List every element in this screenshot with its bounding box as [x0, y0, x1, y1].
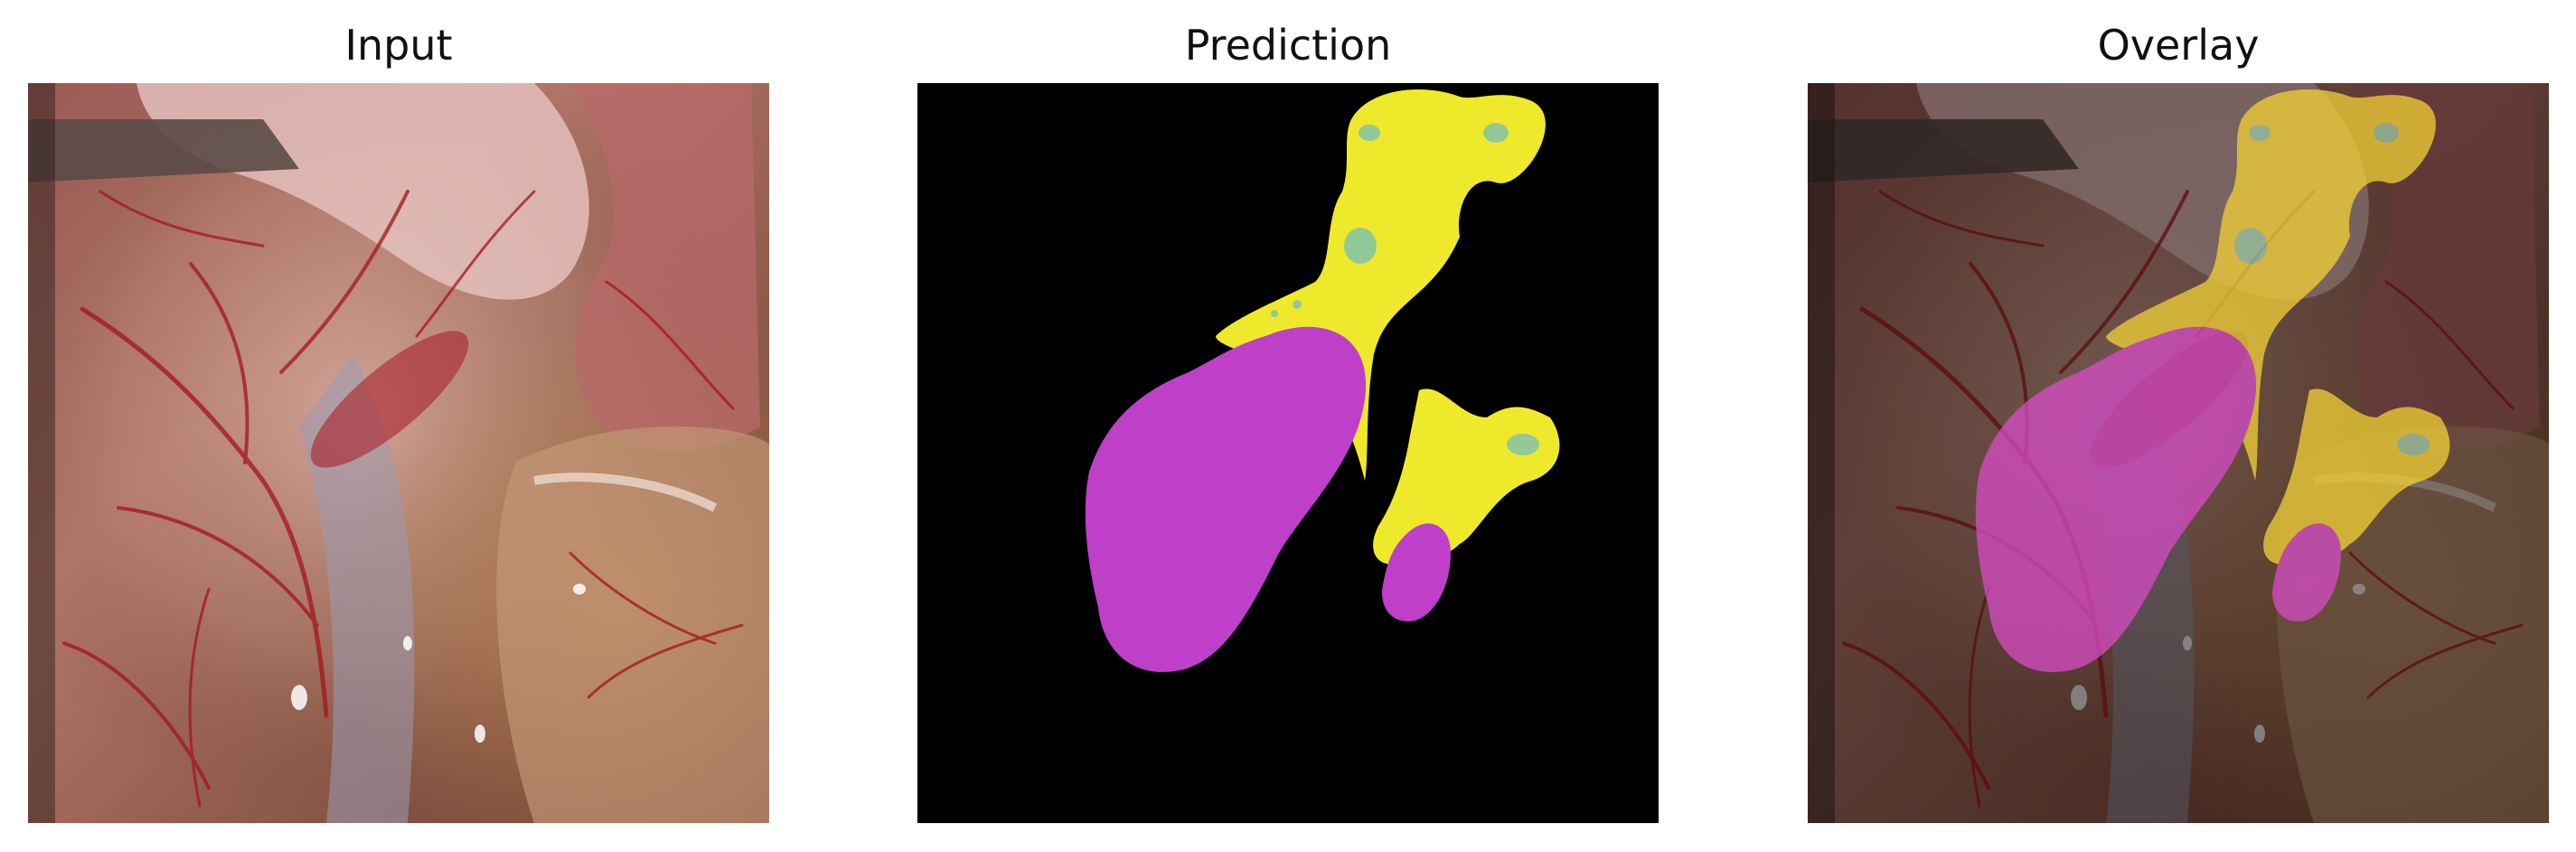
prediction-panel: Prediction	[917, 0, 1659, 852]
overlay-yellow-lower	[2263, 389, 2450, 565]
input-title: Input	[344, 21, 453, 70]
mask-yellow-upper	[1216, 89, 1546, 481]
prediction-mask	[917, 83, 1659, 823]
mask-yellow-lower	[1373, 389, 1560, 565]
mask-teal-speckles	[1271, 123, 1539, 455]
mask-magenta-large	[1085, 326, 1367, 672]
overlay-title: Overlay	[2097, 21, 2260, 70]
input-image	[28, 83, 769, 823]
mask-magenta-small	[1382, 523, 1451, 622]
prediction-title: Prediction	[1184, 21, 1392, 70]
overlay-image	[1808, 83, 2549, 823]
overlay-panel: Overlay	[1808, 0, 2549, 852]
input-panel: Input	[28, 0, 769, 852]
overlay-magenta-small	[2272, 523, 2341, 622]
overlay-yellow-upper	[2106, 89, 2436, 481]
overlay-magenta-large	[1975, 326, 2257, 672]
